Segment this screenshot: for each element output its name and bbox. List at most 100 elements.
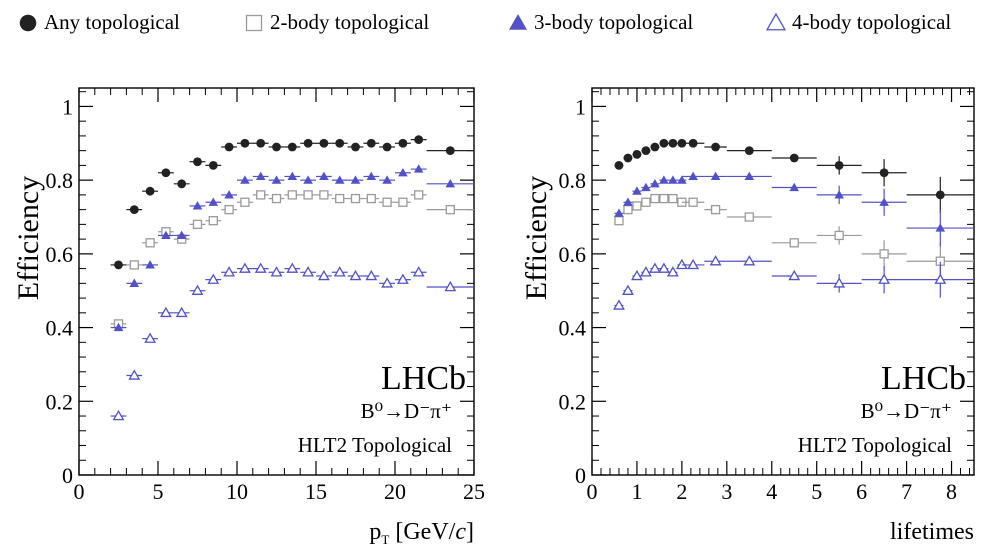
data-point bbox=[365, 269, 378, 281]
data-point bbox=[631, 269, 643, 281]
x-tick-label: 8 bbox=[946, 479, 957, 504]
data-point bbox=[256, 190, 266, 200]
x-tick-label: 25 bbox=[463, 479, 485, 504]
x-axis-label: pT [GeV/c] bbox=[369, 519, 474, 547]
data-point bbox=[129, 278, 140, 287]
x-tick-label: 3 bbox=[721, 479, 732, 504]
series-open-triangle bbox=[110, 262, 474, 421]
y-tick-label: 0.8 bbox=[559, 168, 587, 193]
data-point bbox=[193, 157, 202, 167]
data-point bbox=[382, 142, 392, 152]
data-point bbox=[114, 260, 123, 270]
data-point bbox=[659, 193, 669, 204]
data-point bbox=[622, 284, 634, 295]
data-point bbox=[834, 230, 844, 241]
data-point bbox=[632, 149, 642, 159]
data-point bbox=[319, 138, 329, 148]
legend-item: 3-body topological bbox=[508, 6, 693, 38]
legend-marker bbox=[509, 14, 527, 30]
series-open-triangle bbox=[613, 255, 974, 310]
data-point bbox=[208, 161, 218, 170]
plot-frame bbox=[591, 87, 975, 476]
legend-marker-icon bbox=[766, 12, 786, 31]
data-point bbox=[349, 269, 362, 281]
decay-label: B⁰→D⁻π⁺ bbox=[361, 399, 452, 423]
series-filled-circle bbox=[614, 138, 974, 213]
data-point bbox=[834, 190, 844, 199]
data-point bbox=[878, 273, 891, 284]
data-point bbox=[833, 277, 846, 288]
data-point bbox=[240, 175, 250, 184]
data-point bbox=[879, 168, 889, 178]
data-point bbox=[381, 277, 394, 288]
data-point bbox=[788, 269, 801, 281]
data-point bbox=[632, 186, 642, 195]
data-point bbox=[208, 216, 218, 226]
data-point bbox=[191, 284, 204, 295]
y-tick-label: 0.6 bbox=[559, 242, 587, 267]
series-open-square bbox=[614, 193, 974, 280]
data-point bbox=[677, 175, 687, 184]
data-point bbox=[789, 238, 799, 248]
data-point bbox=[303, 138, 313, 148]
y-tick-label: 0.8 bbox=[46, 168, 74, 193]
y-axis-label: Efficiency bbox=[12, 176, 45, 300]
data-point bbox=[366, 193, 376, 204]
data-point bbox=[623, 197, 633, 206]
x-tick-label: 0 bbox=[587, 479, 598, 504]
data-point bbox=[623, 204, 633, 215]
series-filled-circle bbox=[110, 135, 474, 270]
data-point bbox=[351, 142, 360, 152]
data-point bbox=[335, 193, 345, 204]
x-axis-label: lifetimes bbox=[890, 519, 974, 545]
y-tick-label: 1 bbox=[575, 94, 586, 119]
legend-label: 2-body topological bbox=[270, 9, 430, 34]
legend-item: Any topological bbox=[18, 6, 180, 38]
experiment-label: LHCb bbox=[381, 360, 466, 397]
chart-lifetimes: 0 0.2 0.4 0.6 0.8 1 0 1 2 3 4 5 6 7 8 Efficiency lifetim… bbox=[520, 87, 975, 545]
data-point bbox=[303, 175, 313, 184]
data-point bbox=[709, 255, 722, 266]
data-point bbox=[414, 190, 424, 200]
data-point bbox=[255, 171, 266, 181]
data-point bbox=[208, 197, 219, 206]
data-point bbox=[614, 208, 624, 217]
data-point bbox=[934, 273, 947, 284]
data-point bbox=[192, 219, 203, 230]
data-point bbox=[272, 142, 281, 152]
data-point bbox=[834, 161, 844, 170]
decay-label: B⁰→D⁻π⁺ bbox=[861, 399, 952, 423]
data-point bbox=[688, 138, 698, 148]
data-point bbox=[240, 197, 250, 207]
data-point bbox=[879, 197, 889, 206]
data-point bbox=[935, 190, 945, 200]
data-point bbox=[668, 193, 678, 204]
legend-marker-icon bbox=[509, 14, 527, 30]
data-point bbox=[687, 258, 700, 270]
x-tick-label: 15 bbox=[305, 479, 327, 504]
data-point bbox=[688, 171, 698, 181]
x-tick-label: 2 bbox=[676, 479, 687, 504]
data-point bbox=[640, 266, 652, 277]
data-point bbox=[648, 262, 661, 273]
data-point bbox=[668, 175, 678, 184]
data-point bbox=[350, 175, 361, 184]
data-point bbox=[659, 175, 669, 184]
data-point bbox=[935, 223, 946, 232]
data-point bbox=[223, 266, 236, 277]
data-point bbox=[657, 262, 670, 273]
y-tick-label: 1 bbox=[62, 94, 73, 119]
data-point bbox=[668, 138, 678, 148]
data-point bbox=[177, 179, 187, 189]
data-point bbox=[319, 190, 329, 200]
data-point bbox=[688, 197, 698, 207]
data-point bbox=[145, 260, 155, 269]
data-point bbox=[319, 171, 329, 181]
data-point bbox=[287, 171, 298, 181]
legend-item: 4-body topological bbox=[766, 6, 951, 38]
data-point bbox=[396, 273, 409, 284]
legend-marker bbox=[245, 14, 263, 32]
trigger-label: HLT2 Topological bbox=[298, 433, 452, 457]
data-point bbox=[879, 249, 889, 259]
